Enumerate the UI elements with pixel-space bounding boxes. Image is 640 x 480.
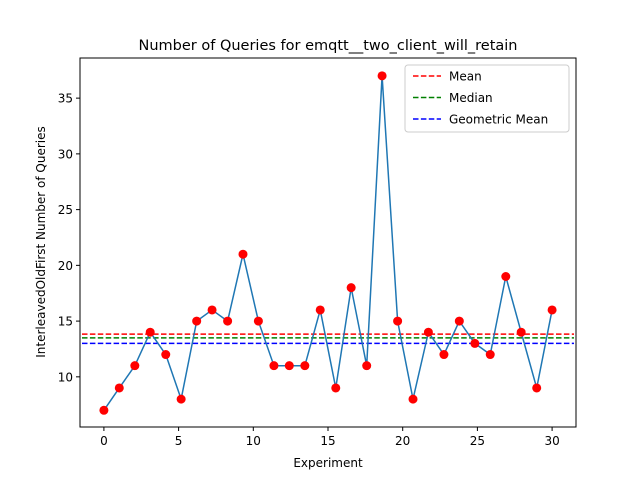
data-point xyxy=(238,249,248,259)
data-point xyxy=(176,394,186,404)
x-tick-label: 0 xyxy=(100,434,108,448)
x-tick-label: 30 xyxy=(544,434,559,448)
data-point xyxy=(547,305,557,315)
x-tick-label: 5 xyxy=(175,434,183,448)
data-point xyxy=(331,383,341,393)
data-point xyxy=(192,316,202,326)
data-point xyxy=(99,405,109,415)
data-point xyxy=(485,350,495,360)
data-point xyxy=(145,327,155,337)
data-point xyxy=(284,361,294,371)
axis-ticks: 0 5 10 15 20 25 30 10 15 20 25 30 35 xyxy=(58,92,560,448)
legend-entry: Mean xyxy=(449,70,482,84)
data-point xyxy=(516,327,526,337)
chart-title: Number of Queries for emqtt__two_client_… xyxy=(139,38,518,54)
data-point xyxy=(223,316,233,326)
data-point xyxy=(393,316,403,326)
data-point xyxy=(362,361,372,371)
data-point xyxy=(346,283,356,293)
data-point xyxy=(114,383,124,393)
legend-frame xyxy=(404,64,570,133)
x-tick-label: 25 xyxy=(470,434,485,448)
legend: Mean Median Geometric Mean xyxy=(404,64,570,133)
data-point xyxy=(423,327,433,337)
y-tick-label: 30 xyxy=(58,147,73,161)
data-point xyxy=(130,361,140,371)
y-tick-label: 10 xyxy=(58,370,73,384)
x-tick-label: 15 xyxy=(320,434,335,448)
data-point xyxy=(532,383,542,393)
data-point xyxy=(269,361,279,371)
legend-entry: Geometric Mean xyxy=(449,113,548,127)
x-axis-label: Experiment xyxy=(293,456,363,470)
y-axis-label: InterleavedOldFirst Number of Queries xyxy=(34,126,48,358)
x-tick-label: 10 xyxy=(246,434,261,448)
data-point xyxy=(470,338,480,348)
x-tick-label: 20 xyxy=(395,434,410,448)
data-point xyxy=(377,71,387,81)
data-point xyxy=(454,316,464,326)
y-tick-label: 20 xyxy=(58,259,73,273)
plot-area xyxy=(82,71,574,415)
data-point xyxy=(207,305,217,315)
data-point xyxy=(408,394,418,404)
legend-entry: Median xyxy=(449,91,493,105)
y-tick-label: 15 xyxy=(58,315,73,329)
y-tick-label: 25 xyxy=(58,203,73,217)
data-point xyxy=(300,361,310,371)
data-point xyxy=(253,316,263,326)
y-tick-label: 35 xyxy=(58,92,73,106)
data-point xyxy=(315,305,325,315)
data-point xyxy=(439,350,449,360)
data-point xyxy=(161,350,171,360)
data-point xyxy=(501,272,511,282)
